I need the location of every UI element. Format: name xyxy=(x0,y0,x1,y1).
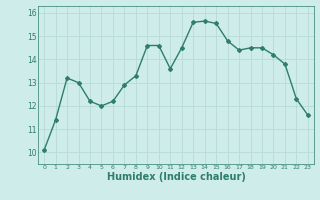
X-axis label: Humidex (Indice chaleur): Humidex (Indice chaleur) xyxy=(107,172,245,182)
